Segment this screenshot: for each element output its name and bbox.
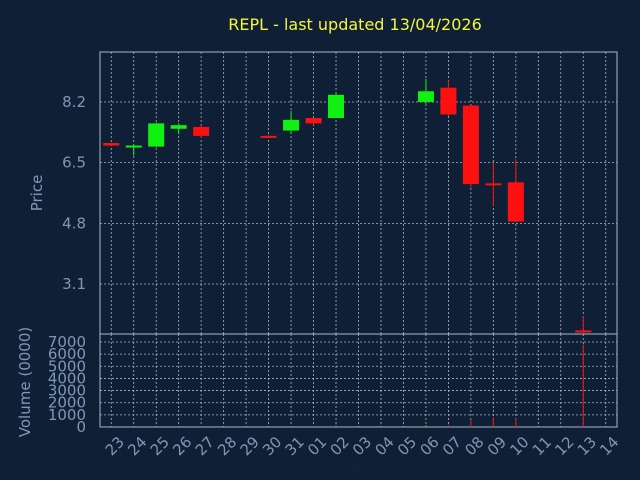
candle-body: [103, 143, 120, 146]
volume-tick-label: 2000: [48, 394, 86, 412]
volume-tick-label: 7000: [48, 333, 86, 351]
candle-body: [125, 145, 142, 148]
x-tick-label: 14: [596, 433, 622, 459]
plot-layer: 2324252627282930310102030405060708091011…: [48, 51, 623, 459]
candle-body: [417, 91, 434, 102]
candle-body: [305, 118, 322, 124]
candle-body: [148, 123, 165, 147]
x-axis-label: Day: [332, 457, 362, 475]
price-tick-label: 6.5: [62, 154, 86, 172]
candle-body: [462, 105, 479, 185]
chart-title: REPL - last updated 13/04/2026: [228, 15, 482, 34]
candle-body: [283, 119, 300, 131]
volume-tick-label: 3000: [48, 382, 86, 400]
candle-body: [193, 126, 210, 136]
candle-body: [507, 182, 524, 222]
volume-tick-label: 5000: [48, 357, 86, 375]
candle-body: [260, 135, 277, 138]
candle-body: [440, 87, 457, 115]
candle-body: [485, 183, 502, 186]
price-axis-label: Price: [28, 175, 46, 212]
candle-body: [575, 330, 592, 333]
volume-tick-label: 4000: [48, 369, 86, 387]
volume-tick-label: 1000: [48, 406, 86, 424]
price-tick-label: 4.8: [62, 214, 86, 232]
volume-tick-label: 6000: [48, 345, 86, 363]
price-tick-label: 3.1: [62, 275, 86, 293]
volume-axis-label: Volume (0000): [16, 327, 34, 437]
candle-body: [328, 94, 345, 119]
price-tick-label: 8.2: [62, 93, 86, 111]
volume-tick-label: 0: [76, 418, 86, 436]
candle-body: [170, 125, 187, 129]
